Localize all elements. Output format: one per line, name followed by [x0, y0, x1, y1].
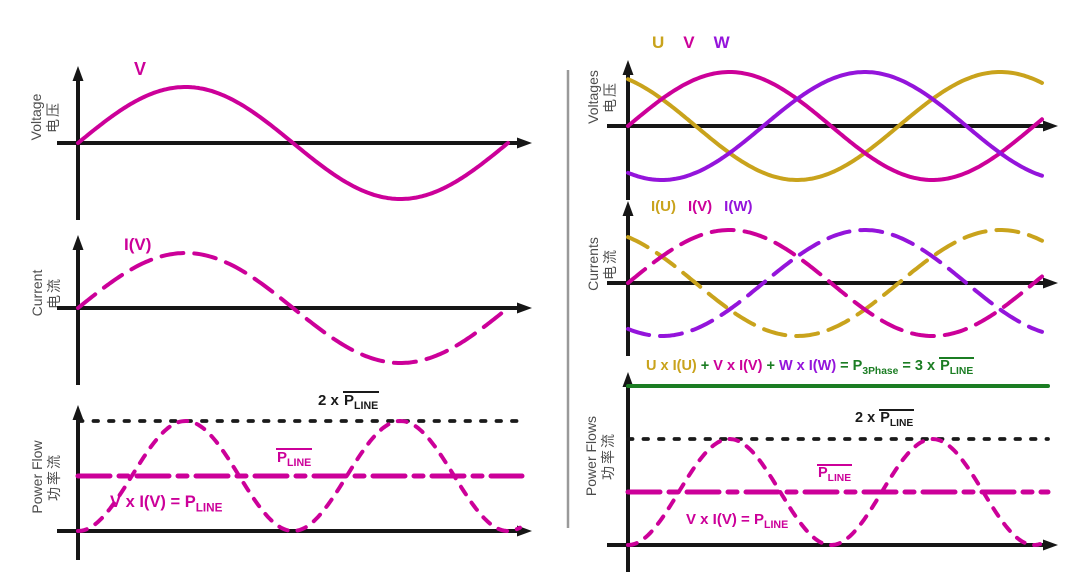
left-instantaneous-power-label: V x I(V) = PLINE	[110, 493, 222, 514]
p-subscript: LINE	[889, 417, 914, 429]
axis-label-zh: 电压	[45, 101, 61, 133]
p-symbol: P	[880, 410, 890, 426]
right-voltages-axis-label: Voltages 电压	[585, 42, 619, 152]
left-avg-power-label: PLINE	[276, 448, 313, 469]
right-powers-chart	[607, 372, 1058, 572]
axis-label-en: Voltage	[28, 93, 44, 141]
overlined-p-line: PLINE	[879, 409, 915, 430]
formula-v-term: V x I(V)	[713, 358, 763, 374]
right-voltages-chart	[607, 60, 1058, 200]
p-symbol: P	[344, 392, 355, 409]
right-powers-axis-label: Power Flows 功率流	[583, 401, 617, 511]
p-symbol: P	[940, 358, 950, 374]
left-current-wave-label: I(V)	[124, 235, 152, 254]
p-subscript: LINE	[195, 501, 223, 515]
formula-equals-3x: = 3 x	[898, 358, 940, 374]
formula-3phase-subscript: 3Phase	[862, 365, 899, 377]
left-power-chart	[57, 405, 532, 560]
right-currents-axis-label: Currents 电流	[585, 209, 619, 319]
label-prefix: 2 x	[318, 392, 344, 409]
p-symbol: P	[818, 465, 828, 481]
axis-label-en: Current	[29, 269, 45, 317]
formula-u-term: U x I(U)	[646, 358, 697, 374]
right-instantaneous-power-label: V x I(V) = PLINE	[686, 511, 788, 531]
overlined-p-line: PLINE	[276, 448, 313, 469]
legend-iw: I(W)	[724, 198, 753, 215]
overlined-p-line: PLINE	[939, 357, 975, 378]
legend-iu: I(U)	[651, 198, 676, 215]
label-prefix: V x I(V) = P	[110, 493, 196, 511]
axis-label-zh: 电流	[46, 277, 62, 309]
p-subscript: LINE	[827, 472, 852, 484]
label-prefix: 2 x	[855, 410, 880, 426]
axis-label-zh: 电流	[602, 248, 618, 280]
p-subscript: LINE	[763, 519, 789, 531]
p-symbol: P	[277, 449, 288, 466]
axis-label-en: Currents	[585, 237, 601, 291]
three-phase-power-formula: U x I(U) + V x I(V) + W x I(W) = P3Phase…	[646, 357, 975, 378]
axis-label-zh: 功率流	[600, 432, 616, 480]
left-current-axis-label: Current 电流	[29, 238, 63, 348]
formula-equals-p: = P	[836, 358, 863, 374]
left-voltage-axis-label: Voltage 电压	[28, 62, 62, 172]
axis-label-zh: 功率流	[46, 453, 62, 501]
legend-iv: I(V)	[688, 198, 713, 215]
formula-plus: +	[696, 358, 714, 374]
axis-label-en: Power Flows	[583, 415, 599, 497]
currents-legend: I(U) I(V) I(W)	[651, 198, 753, 215]
left-current-chart	[57, 235, 532, 385]
formula-w-term: W x I(W)	[778, 358, 837, 374]
right-currents-chart	[607, 201, 1058, 356]
left-power-axis-label: Power Flow 功率流	[29, 422, 63, 532]
p-subscript: LINE	[287, 457, 312, 469]
left-voltage-chart	[57, 66, 532, 220]
right-avg-power-label: PLINE	[817, 464, 853, 485]
overlined-p-line: PLINE	[817, 464, 853, 485]
left-double-avg-power-label: 2 x PLINE	[318, 391, 380, 412]
legend-u: U	[652, 33, 665, 52]
left-voltage-wave-label: V	[134, 59, 147, 79]
axis-label-zh: 电压	[602, 81, 618, 113]
voltages-legend: U V W	[652, 33, 730, 53]
legend-w: W	[713, 33, 730, 52]
axis-label-en: Power Flow	[29, 440, 45, 514]
right-double-avg-power-label: 2 x PLINE	[855, 409, 915, 430]
p-subscript: LINE	[354, 400, 379, 412]
formula-plus: +	[762, 358, 779, 374]
overlined-p-line: PLINE	[343, 391, 380, 412]
axis-label-en: Voltages	[585, 70, 601, 124]
legend-v: V	[683, 33, 695, 52]
label-prefix: V x I(V) = P	[686, 511, 764, 528]
p-subscript: LINE	[949, 365, 974, 377]
